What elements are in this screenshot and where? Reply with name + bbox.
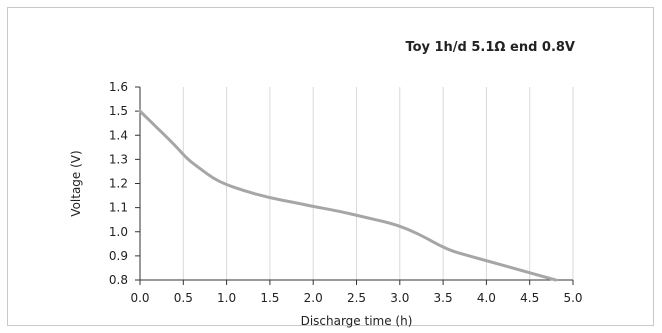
x-tick-label: 4.0 — [477, 291, 496, 305]
y-tick-label: 0.8 — [109, 273, 128, 287]
y-tick-label: 1.1 — [109, 201, 128, 215]
x-tick-label: 1.0 — [217, 291, 236, 305]
y-tick-label: 1.5 — [109, 104, 128, 118]
series-group — [138, 109, 558, 282]
y-axis-title: Voltage (V) — [69, 150, 83, 216]
axes — [135, 86, 574, 285]
x-tick-label: 0.0 — [130, 291, 149, 305]
y-tick-label: 0.9 — [109, 249, 128, 263]
x-tick-label: 2.5 — [347, 291, 366, 305]
x-tick-label: 3.5 — [434, 291, 453, 305]
chart-title: Toy 1h/d 5.1Ω end 0.8V — [405, 40, 575, 55]
x-tick-label: 5.0 — [563, 291, 582, 305]
x-tick-label: 2.0 — [304, 291, 323, 305]
y-tick-label: 1.0 — [109, 225, 128, 239]
grid-lines — [182, 87, 574, 280]
chart-frame — [7, 7, 654, 326]
discharge-curve — [138, 109, 558, 282]
y-tick-label: 1.6 — [109, 80, 128, 94]
tick-labels: 0.0 0.5 1.0 1.5 2.0 2.5 3.0 3.5 4.0 4.5 5.0 0.8 0.9 1… — [109, 80, 583, 305]
x-axis-title: Discharge time (h) — [301, 314, 413, 328]
x-tick-label: 3.0 — [390, 291, 409, 305]
y-tick-label: 1.3 — [109, 152, 128, 166]
x-tick-label: 4.5 — [520, 291, 539, 305]
y-tick-label: 1.4 — [109, 128, 128, 142]
x-tick-label: 1.5 — [260, 291, 279, 305]
x-tick-label: 0.5 — [174, 291, 193, 305]
y-tick-label: 1.2 — [109, 177, 128, 191]
